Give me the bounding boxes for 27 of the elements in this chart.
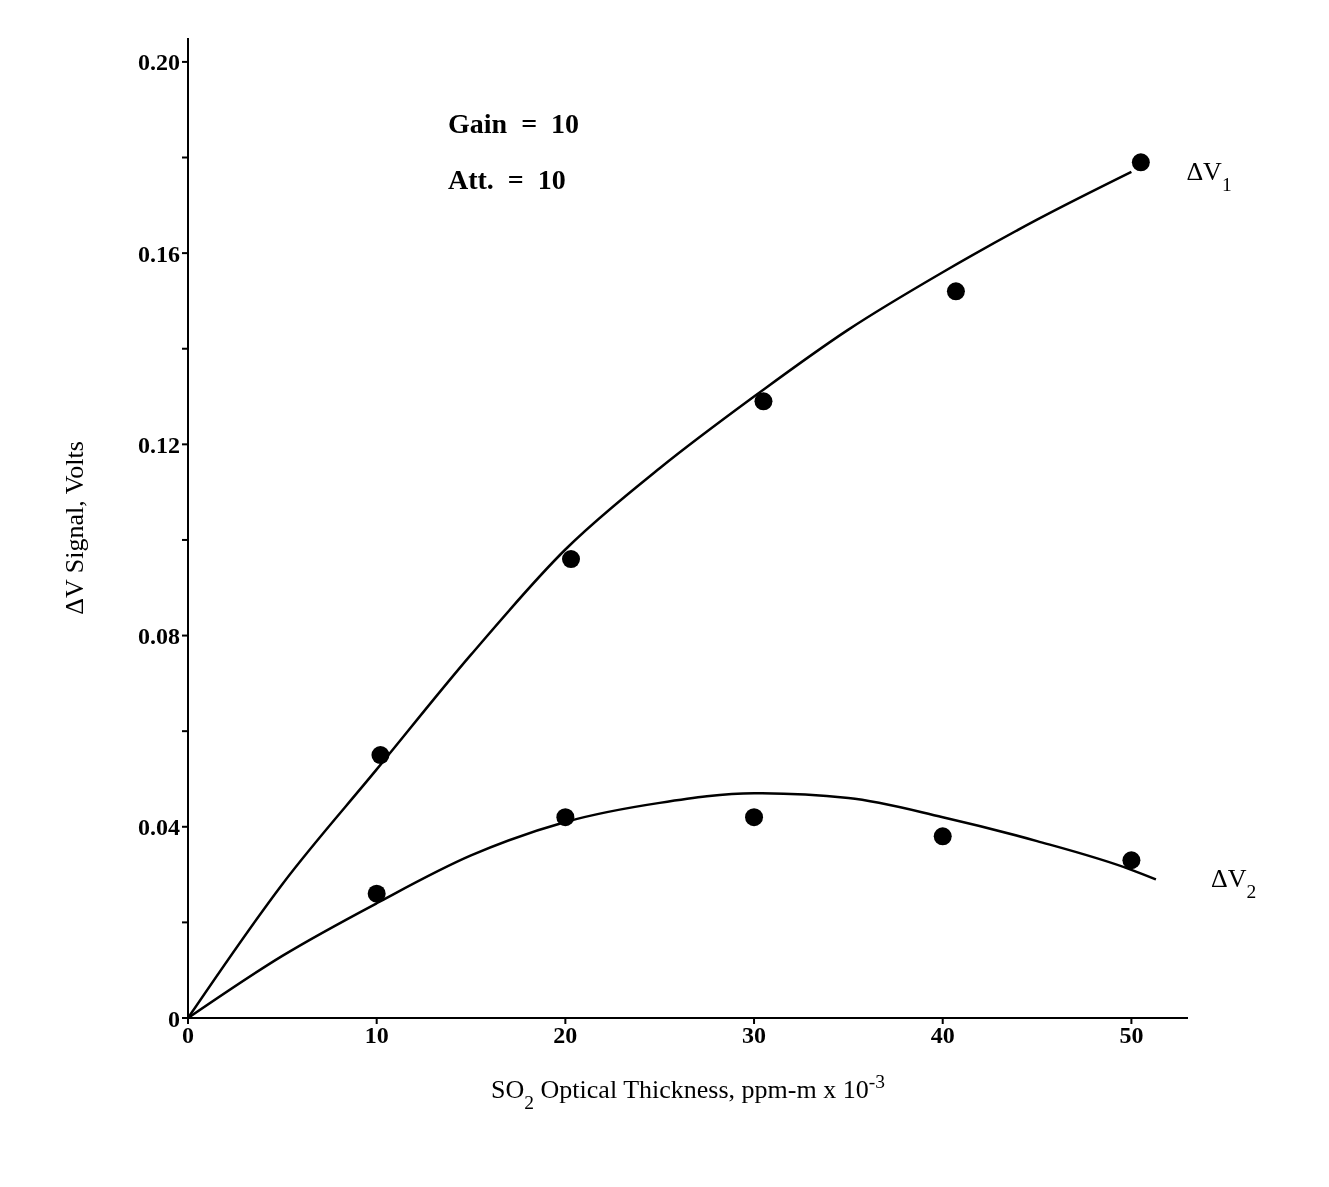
- point: [933, 827, 952, 846]
- x-tick-label: 40: [930, 1022, 955, 1049]
- point: [556, 808, 575, 827]
- text: ΔV$_{1}$: [1186, 156, 1232, 195]
- point: [1131, 153, 1150, 172]
- y-tick-label: 0.20: [138, 49, 180, 76]
- point: [562, 550, 581, 569]
- point: [367, 884, 386, 903]
- point: [754, 392, 773, 411]
- y-tick-label: 0: [168, 1005, 180, 1032]
- x-tick-label: 50: [1119, 1022, 1144, 1049]
- annotation: Att. = 10: [448, 164, 566, 196]
- y-axis-title: ΔV Signal, Volts: [60, 441, 89, 615]
- y-tick-label: 0.08: [138, 623, 180, 650]
- x-tick-label: 30: [742, 1022, 767, 1049]
- y-tick-label: 0.12: [138, 431, 180, 458]
- point: [1122, 851, 1141, 870]
- point: [745, 808, 764, 827]
- x-tick-label: 20: [553, 1022, 578, 1049]
- y-tick-label: 0.04: [138, 814, 180, 841]
- annotation: Gain = 10: [448, 108, 580, 140]
- text: ΔV$_{2}$: [1210, 864, 1257, 902]
- y-tick-label: 0.16: [138, 240, 180, 267]
- x-axis-title: SO$_{2}$ Optical Thickness, ppm-m x 10$^{-3}$: [491, 1070, 885, 1113]
- point: [946, 282, 965, 301]
- point: [371, 746, 390, 765]
- x-tick-label: 10: [364, 1022, 389, 1049]
